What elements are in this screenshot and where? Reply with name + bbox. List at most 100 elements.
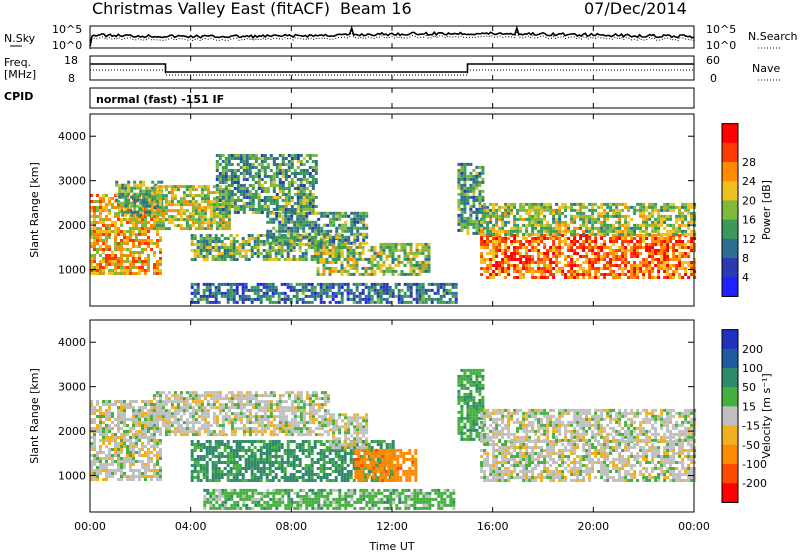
heatmap-cell [245, 172, 249, 175]
heatmap-cell [337, 285, 341, 289]
heatmap-cell [221, 208, 225, 211]
heatmap-cell [156, 260, 159, 263]
heatmap-cell [421, 291, 425, 295]
heatmap-cell [409, 245, 413, 249]
heatmap-cell [129, 445, 132, 448]
heatmap-cell [684, 246, 688, 249]
heatmap-cell [651, 240, 655, 243]
heatmap-cell [651, 270, 655, 273]
heatmap-cell [114, 418, 117, 421]
heatmap-cell [337, 291, 341, 295]
heatmap-cell [454, 291, 458, 295]
heatmap-cell [582, 276, 586, 279]
heatmap-cell [200, 227, 204, 231]
heatmap-cell [528, 202, 532, 206]
heatmap-cell [645, 237, 649, 240]
heatmap-cell [337, 257, 341, 261]
heatmap-cell [244, 294, 248, 298]
heatmap-cell [400, 242, 404, 246]
heatmap-cell [397, 282, 401, 286]
heatmap-cell [546, 223, 550, 227]
heatmap-cell [615, 276, 619, 279]
heatmap-cell [236, 154, 240, 157]
heatmap-cell [133, 210, 137, 214]
heatmap-cell [147, 254, 150, 257]
heatmap-cell [150, 224, 153, 227]
heatmap-cell [145, 186, 149, 190]
heatmap-cell [114, 260, 117, 263]
heatmap-cell [196, 300, 200, 304]
heatmap-cell [525, 249, 529, 252]
heatmap-cell [314, 178, 318, 181]
heatmap-cell [561, 229, 565, 233]
heatmap-cell [206, 218, 210, 222]
heatmap-cell [266, 241, 270, 245]
heatmap-cell [139, 180, 143, 184]
heatmap-cell [645, 261, 649, 264]
heatmap-cell [212, 212, 216, 216]
heatmap-cell [570, 229, 574, 233]
heatmap-cell [241, 300, 245, 304]
heatmap-cell [135, 218, 138, 221]
heatmap-cell [651, 229, 655, 233]
heatmap-cell [400, 245, 404, 249]
heatmap-cell [130, 195, 134, 199]
heatmap-cell [353, 211, 357, 215]
heatmap-cell [513, 270, 517, 273]
heatmap-cell [409, 242, 413, 246]
heatmap-cell [130, 186, 134, 190]
heatmap-cell [600, 220, 604, 224]
heatmap-cell [108, 245, 111, 248]
heatmap-cell [391, 272, 395, 276]
heatmap-cell [262, 285, 266, 289]
heatmap-cell [170, 403, 174, 407]
heatmap-cell [624, 246, 628, 249]
heatmap-cell [373, 272, 377, 276]
heatmap-cell [504, 249, 508, 252]
heatmap-cell [460, 168, 464, 172]
heatmap-cell [579, 217, 583, 221]
heatmap-cell [394, 248, 398, 252]
heatmap-cell [296, 226, 300, 230]
heatmap-cell [525, 232, 529, 236]
heatmap-cell [245, 187, 249, 190]
heatmap-cell [654, 229, 658, 233]
heatmap-cell [130, 204, 134, 208]
heatmap-cell [651, 252, 655, 255]
heatmap-cell [117, 424, 120, 427]
heatmap-cell [217, 252, 221, 255]
heatmap-cell [385, 300, 389, 304]
heatmap-cell [672, 246, 676, 249]
heatmap-cell [519, 276, 523, 279]
heatmap-cell [191, 391, 195, 395]
heatmap-cell [445, 282, 449, 286]
heatmap-cell [93, 206, 96, 209]
heatmap-cell [555, 246, 559, 249]
heatmap-cell [182, 433, 186, 437]
heatmap-cell [271, 300, 275, 304]
heatmap-cell [645, 214, 649, 218]
heatmap-cell [205, 234, 209, 237]
heatmap-cell [445, 300, 449, 304]
heatmap-cell [567, 243, 571, 246]
heatmap-cell [130, 189, 134, 193]
heatmap-cell [364, 269, 368, 273]
heatmap-cell [239, 172, 243, 175]
heatmap-cell [135, 239, 138, 242]
heatmap-cell [693, 246, 697, 249]
heatmap-cell [182, 200, 186, 204]
heatmap-cell [93, 457, 96, 460]
heatmap-cell [627, 249, 631, 252]
heatmap-cell [114, 230, 117, 233]
heatmap-cell [155, 212, 159, 216]
heatmap-cell [256, 285, 260, 289]
heatmap-cell [495, 273, 499, 276]
heatmap-cell [256, 282, 260, 286]
heatmap-cell [164, 203, 168, 207]
heatmap-cell [141, 415, 144, 418]
heatmap-cell [311, 184, 315, 187]
heatmap-cell [158, 400, 162, 404]
heatmap-cell [221, 397, 225, 401]
heatmap-cell [158, 221, 162, 225]
heatmap-cell [340, 266, 344, 270]
